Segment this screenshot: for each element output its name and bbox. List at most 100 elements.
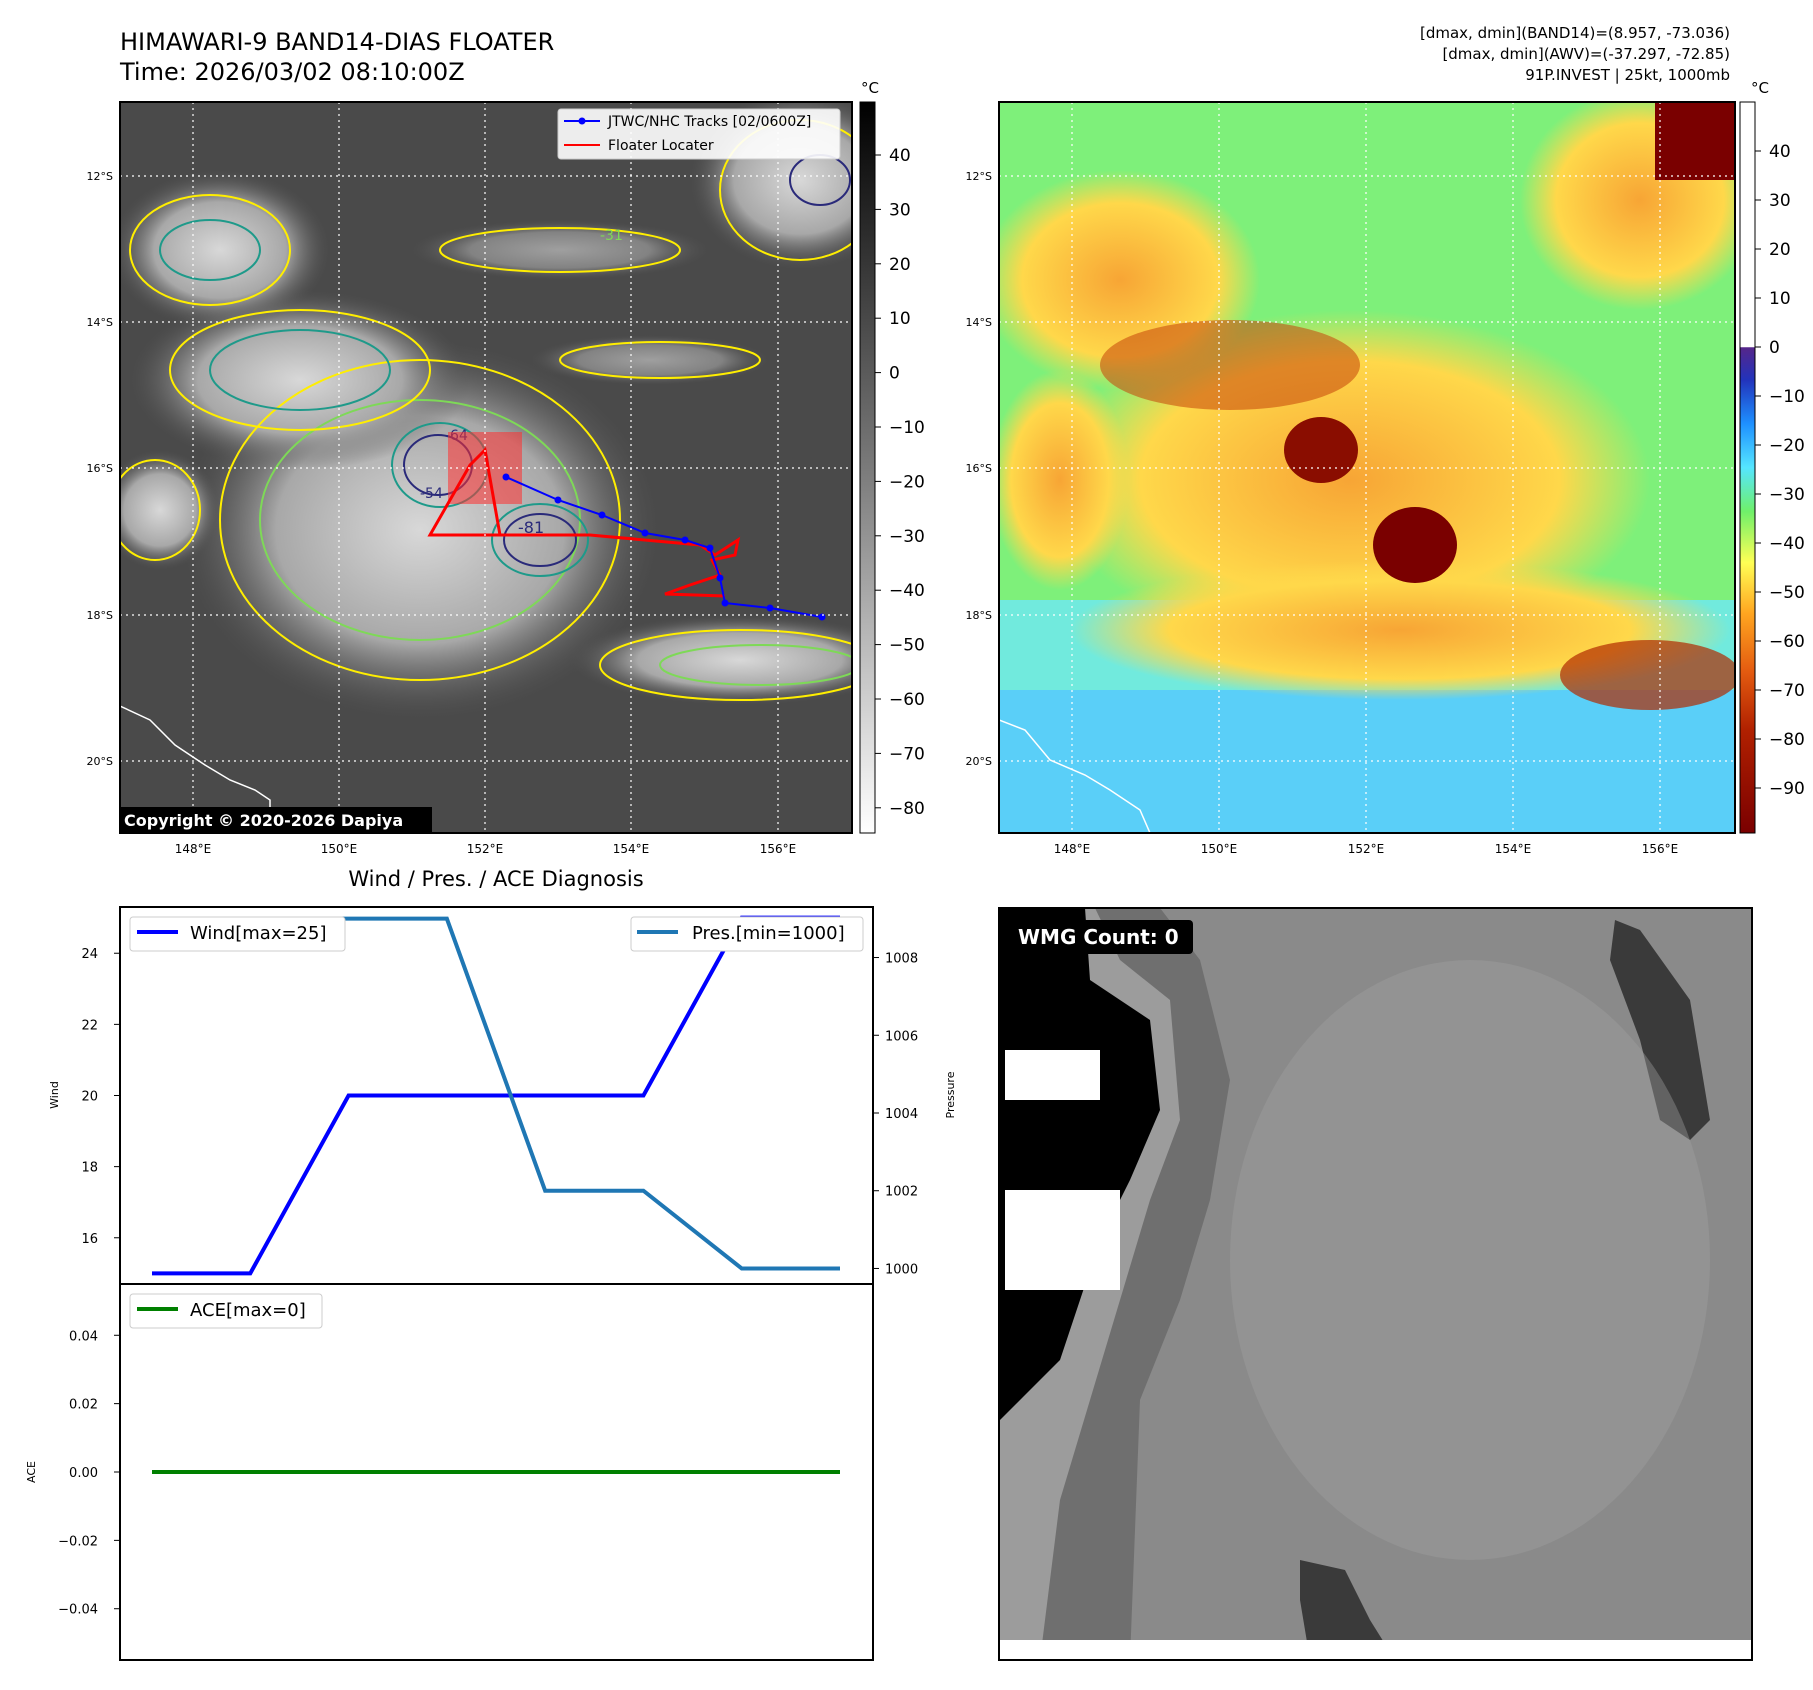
colorbar-left-tick-label: 10: [889, 309, 911, 329]
wind-legend: Wind[max=25]: [129, 916, 346, 952]
colorbar-left-tick-label: −40: [889, 581, 925, 601]
colorbar-right-unit: °C: [1751, 79, 1769, 97]
ace-tick-label: 0.02: [69, 1398, 98, 1413]
track-point: [554, 496, 562, 504]
colorbar-right-tick-label: −80: [1769, 730, 1805, 750]
lon-label: 154°E: [1495, 842, 1532, 856]
lat-label: 12°S: [966, 170, 992, 183]
wmg-center-shade: [1230, 960, 1710, 1560]
wind-axis-label: Wind: [48, 1081, 61, 1109]
contour-label-81: -81: [518, 518, 544, 537]
ace-tick-label: 0.04: [69, 1329, 98, 1344]
ace-legend-label: ACE[max=0]: [190, 1300, 306, 1321]
grid-lines-left: [120, 102, 852, 833]
wind-pressure-panel: 24 22 20 18 16 1008 1006 1004 1002 1000 Wind Pre…: [48, 906, 957, 1285]
lon-label: 152°E: [1348, 842, 1385, 856]
ace-legend-box: [129, 1293, 323, 1329]
ace-legend: ACE[max=0]: [129, 1293, 323, 1329]
coastline-left: [120, 705, 271, 833]
wmg-white-patch-2: [1005, 1190, 1120, 1290]
contour-yellow-west: [120, 459, 201, 561]
track-point: [706, 544, 714, 552]
contour-yellow-north: [169, 309, 431, 431]
pressure-axis-ticks: 1008 1006 1004 1002 1000: [873, 952, 918, 1277]
track-point: [641, 529, 649, 537]
diag-title: Wind / Pres. / ACE Diagnosis: [348, 867, 643, 891]
cloud-mass-west: [120, 450, 220, 570]
legend-track-label: JTWC/NHC Tracks [02/0600Z]: [607, 114, 811, 130]
contour-yellow-south: [599, 629, 852, 701]
colorbar-right-tick-label: −40: [1769, 534, 1805, 554]
contour-yellow-northwest: [129, 194, 291, 306]
colorbar-left-tick-label: −20: [889, 472, 925, 492]
colorbar-right-tick-label: 10: [1769, 289, 1791, 309]
stats-storm: 91P.INVEST | 25kt, 1000mb: [1525, 66, 1730, 84]
wmg-panel: WMG Count: 0: [998, 907, 1753, 1661]
jtwc-track-points: [502, 473, 826, 621]
awv-dry-west: [999, 370, 1130, 590]
track-point: [716, 574, 724, 582]
colorbar-left-tick-label: −60: [889, 690, 925, 710]
colorbar-left-tick-label: 0: [889, 364, 900, 384]
contour-yellow-streak-east: [559, 341, 761, 379]
wind-tick-label: 20: [81, 1090, 98, 1105]
contour-navy-storm2: [503, 513, 577, 567]
colorbar-left-tick-label: −30: [889, 527, 925, 547]
ir-map-panel: -64 -54 -81 -31: [87, 101, 853, 856]
contour-yellow-streak-north: [439, 227, 681, 273]
contour-green-south: [659, 644, 852, 686]
stats-awv: [dmax, dmin](AWV)=(-37.297, -72.85): [1442, 45, 1730, 63]
contour-yellow-outer: [219, 359, 621, 681]
wind-tick-label: 22: [81, 1018, 98, 1033]
lon-labels-left: 148°E 150°E 152°E 154°E 156°E: [175, 842, 797, 856]
pressure-tick-label: 1004: [885, 1107, 918, 1122]
wind-legend-box: [129, 916, 346, 952]
lon-label: 154°E: [613, 842, 650, 856]
colorbar-right-gradient: [1739, 101, 1756, 834]
ace-tick-label: −0.04: [58, 1603, 98, 1618]
map-legend: JTWC/NHC Tracks [02/0600Z] Floater Locat…: [557, 108, 841, 160]
colorbar-right-tick-label: −60: [1769, 632, 1805, 652]
colorbar-right-ticks: 40 30 20 10 0 −10 −20 −30 −40 −50 −60 −70 −80 −90: [1755, 142, 1805, 799]
awv-core-2: [1373, 507, 1457, 583]
wmg-dark-streak: [1610, 920, 1710, 1140]
contour-teal-north: [209, 329, 391, 411]
copyright-box: [120, 807, 432, 833]
contour-label-31: -31: [600, 228, 623, 244]
lat-labels-left: 12°S 14°S 16°S 18°S 20°S: [87, 170, 113, 768]
colorbar-right-tick-label: −70: [1769, 681, 1805, 701]
track-point: [681, 536, 689, 544]
contour-teal-storm2: [491, 503, 589, 577]
awv-map-panel: 12°S 14°S 16°S 18°S 20°S 148°E 150°E 152…: [966, 101, 1736, 856]
ace-axis-label: ACE: [25, 1461, 38, 1483]
lon-label: 148°E: [175, 842, 212, 856]
map-legend-box: [557, 108, 841, 160]
figure-time: Time: 2026/03/02 08:10:00Z: [119, 58, 465, 86]
figure-title: HIMAWARI-9 BAND14-DIAS FLOATER: [120, 28, 554, 56]
ace-tick-label: −0.02: [58, 1534, 98, 1549]
colorbar-left-tick-label: −70: [889, 744, 925, 764]
wind-tick-label: 18: [81, 1161, 98, 1176]
copyright-text: Copyright © 2020-2026 Dapiya: [124, 811, 403, 830]
awv-core-1: [1284, 417, 1358, 483]
colorbar-right-tick-label: 20: [1769, 240, 1791, 260]
lat-label: 16°S: [966, 462, 992, 475]
wind-tick-label: 16: [81, 1232, 98, 1247]
cloud-mass-north: [130, 290, 470, 470]
lat-label: 20°S: [966, 755, 992, 768]
lon-label: 152°E: [467, 842, 504, 856]
wmg-label-box: [1007, 920, 1193, 954]
lat-label: 20°S: [87, 755, 113, 768]
awv-dark-patch: [1100, 320, 1360, 410]
colorbar-right-tick-label: −30: [1769, 485, 1805, 505]
pressure-tick-label: 1000: [885, 1262, 918, 1277]
legend-track-marker: [578, 117, 586, 125]
track-point: [598, 511, 606, 519]
wmg-dark-patch-south: [1300, 1560, 1395, 1660]
wmg-bottom-strip: [999, 1640, 1752, 1660]
awv-core-northeast: [1655, 102, 1735, 180]
lat-label: 14°S: [87, 316, 113, 329]
ace-tick-label: 0.00: [69, 1466, 98, 1481]
stats-band14: [dmax, dmin](BAND14)=(8.957, -73.036): [1420, 24, 1730, 42]
